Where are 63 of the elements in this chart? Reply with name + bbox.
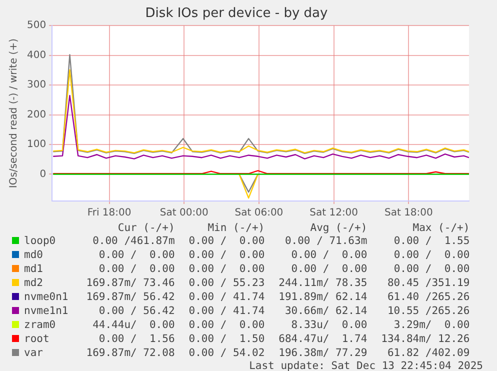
text: 0.00 / 0.00: [392, 262, 470, 276]
text: 0.00 / 0.00: [392, 248, 470, 262]
text: Last update: Sat Dec 13 22:45:04 2025: [248, 360, 484, 371]
text: 244.11m/ 78.35: [278, 276, 368, 290]
legend-label: var: [23, 346, 44, 360]
text: Min (-/+): [206, 222, 265, 234]
x-tick-label: Sat 06:00: [234, 208, 284, 219]
text: 0.00 / 0.00: [188, 234, 265, 248]
text: 0.00 / 56.42: [98, 304, 175, 318]
text: Max (-/+): [412, 222, 470, 234]
legend-label: nvme1n1: [23, 304, 70, 318]
text: 8.33u/ 0.00: [290, 318, 368, 332]
text: 0.00 /461.87m: [92, 234, 175, 248]
y-tick-label: 500: [26, 20, 46, 32]
text: 0.00 / 54.02: [188, 346, 265, 360]
legend-label: loop0: [23, 234, 57, 248]
text: 0.00 / 0.00: [290, 248, 368, 262]
text: 196.38m/ 77.29: [278, 346, 368, 360]
x-tick-label: Fri 18:00: [87, 208, 132, 219]
x-tick-label: Sat 12:00: [310, 208, 358, 219]
text: 0.00 / 0.00: [188, 318, 265, 332]
text: 0.00 / 0.00: [98, 262, 175, 276]
y-tick-label: 300: [26, 80, 46, 91]
text: 0.00 / 71.63m: [284, 234, 368, 248]
text: 0.00 / 0.00: [98, 248, 175, 262]
text: 61.40 /265.26: [386, 290, 470, 304]
text: 169.87m/ 56.42: [85, 290, 175, 304]
y-tick-label: 100: [26, 139, 46, 150]
text: 0.00 / 1.50: [188, 332, 265, 346]
text: 0.00 / 0.00: [188, 262, 265, 276]
legend-label: md1: [23, 262, 44, 276]
y-tick-label: 200: [26, 109, 46, 120]
legend-label: zram0: [23, 318, 57, 332]
legend-label: md2: [23, 276, 44, 290]
text: 169.87m/ 72.08: [85, 346, 175, 360]
text: 44.44u/ 0.00: [92, 318, 175, 332]
legend-label: nvme0n1: [23, 290, 70, 304]
text: 0.00 / 41.74: [188, 304, 265, 318]
text: 10.55 /265.26: [386, 304, 470, 318]
text: 191.89m/ 62.14: [278, 290, 368, 304]
x-tick-label: Sat 00:00: [160, 208, 208, 219]
chart-title: Disk IOs per device - by day: [145, 6, 328, 22]
y-tick-label: 400: [26, 50, 46, 61]
legend-label: md0: [23, 248, 44, 262]
text: 0.00 / 1.56: [98, 332, 175, 346]
text: 0.00 / 0.00: [290, 262, 368, 276]
text: 0.00 / 0.00: [188, 248, 265, 262]
y-axis-title: IOs/second read (-) / write (+): [8, 38, 20, 188]
text: 0.00 / 55.23: [188, 276, 265, 290]
text: 0.00 / 1.55: [392, 234, 470, 248]
text: Cur (-/+): [116, 222, 175, 234]
text: 61.82 /402.09: [386, 346, 470, 360]
y-tick-label: 0: [40, 168, 46, 180]
text: 684.47u/ 1.74: [278, 332, 368, 346]
text: 30.66m/ 62.14: [284, 304, 368, 318]
text: Avg (-/+): [309, 222, 368, 234]
text: 0.00 / 41.74: [188, 290, 265, 304]
legend-label: root: [23, 332, 50, 346]
text: 3.29m/ 0.00: [392, 318, 470, 332]
x-tick-label: Sat 18:00: [384, 208, 433, 219]
text: 169.87m/ 73.46: [85, 276, 175, 290]
text: 134.84m/ 12.26: [380, 332, 470, 346]
text: 80.45 /351.19: [386, 276, 470, 290]
